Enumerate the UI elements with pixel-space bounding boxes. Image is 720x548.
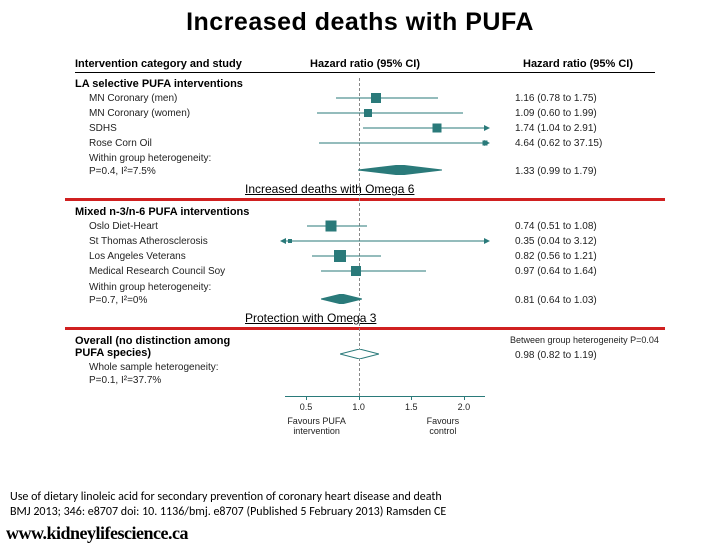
section-la: LA selective PUFA interventions [75, 78, 243, 90]
ci-line [363, 128, 485, 129]
hr-value: 0.74 (0.51 to 1.08) [515, 221, 655, 232]
point-estimate [288, 239, 292, 243]
la-subtotal-hr: 1.33 (0.99 to 1.79) [515, 166, 655, 177]
axis-tick: 1.5 [405, 402, 418, 412]
separator-1 [65, 198, 665, 201]
ci-line [312, 256, 380, 257]
point-estimate [326, 221, 337, 232]
slide-title: Increased deaths with PUFA [0, 8, 720, 37]
footer-url: www.kidneylifescience.ca [6, 523, 188, 544]
hr-value: 1.74 (1.04 to 2.91) [515, 123, 655, 134]
subtotal-diamond [321, 291, 362, 309]
study-label: MN Coronary (men) [89, 93, 177, 104]
overall-hetero-2: P=0.1, I²=37.7% [89, 375, 161, 386]
axis-caption-right: Favourscontrol [427, 416, 460, 436]
ci-line [321, 271, 426, 272]
la-hetero-2: P=0.4, I²=7.5% [89, 166, 156, 177]
ci-line [307, 226, 367, 227]
ci-line [317, 113, 463, 114]
col-header-hr: Hazard ratio (95% CI) [523, 58, 633, 70]
mixed-hetero-1: Within group heterogeneity: [89, 282, 211, 293]
ci-line [336, 98, 438, 99]
hr-value: 1.09 (0.60 to 1.99) [515, 108, 655, 119]
point-estimate [483, 141, 488, 146]
section-overall-2: PUFA species) [75, 347, 151, 359]
study-label: St Thomas Atherosclerosis [89, 236, 208, 247]
ci-line [285, 241, 485, 242]
hr-value: 0.82 (0.56 to 1.21) [515, 251, 655, 262]
point-estimate [351, 266, 361, 276]
study-label: Medical Research Council Soy [89, 266, 225, 277]
hr-value: 4.64 (0.62 to 37.15) [515, 138, 655, 149]
axis-tick: 1.0 [352, 402, 365, 412]
hr-value: 1.16 (0.78 to 1.75) [515, 93, 655, 104]
study-label: MN Coronary (women) [89, 108, 190, 119]
study-label: SDHS [89, 123, 117, 134]
col-header-study: Intervention category and study [75, 58, 242, 70]
axis-caption-left: Favours PUFAintervention [287, 416, 346, 436]
separator-2 [65, 327, 665, 330]
x-axis [285, 396, 485, 397]
axis-tick: 0.5 [300, 402, 313, 412]
overall-hetero-1: Whole sample heterogeneity: [89, 362, 219, 373]
study-label: Los Angeles Veterans [89, 251, 186, 262]
section-overall-1: Overall (no distinction among [75, 335, 230, 347]
subtotal-diamond [340, 346, 379, 364]
study-label: Oslo Diet-Heart [89, 221, 158, 232]
point-estimate [334, 250, 346, 262]
citation: Use of dietary linoleic acid for seconda… [10, 490, 710, 520]
hr-value: 0.97 (0.64 to 1.64) [515, 266, 655, 277]
subtotal-diamond [358, 162, 442, 180]
hr-value: 0.35 (0.04 to 3.12) [515, 236, 655, 247]
point-estimate [432, 124, 441, 133]
ci-line [319, 143, 485, 144]
mixed-hetero-2: P=0.7, I²=0% [89, 295, 147, 306]
mixed-subtotal-hr: 0.81 (0.64 to 1.03) [515, 295, 655, 306]
point-estimate [371, 93, 381, 103]
annotation-omega3: Protection with Omega 3 [245, 311, 376, 325]
annotation-omega6: Increased deaths with Omega 6 [245, 182, 414, 196]
point-estimate [364, 109, 372, 117]
la-hetero-1: Within group heterogeneity: [89, 153, 211, 164]
section-mixed: Mixed n-3/n-6 PUFA interventions [75, 206, 249, 218]
axis-tick: 2.0 [458, 402, 471, 412]
study-label: Rose Corn Oil [89, 138, 152, 149]
col-header-plot: Hazard ratio (95% CI) [310, 58, 420, 70]
forest-plot: Intervention category and study Hazard r… [75, 58, 655, 468]
overall-between: Between group heterogeneity P=0.04 [510, 335, 660, 345]
overall-subtotal-hr: 0.98 (0.82 to 1.19) [515, 350, 655, 361]
